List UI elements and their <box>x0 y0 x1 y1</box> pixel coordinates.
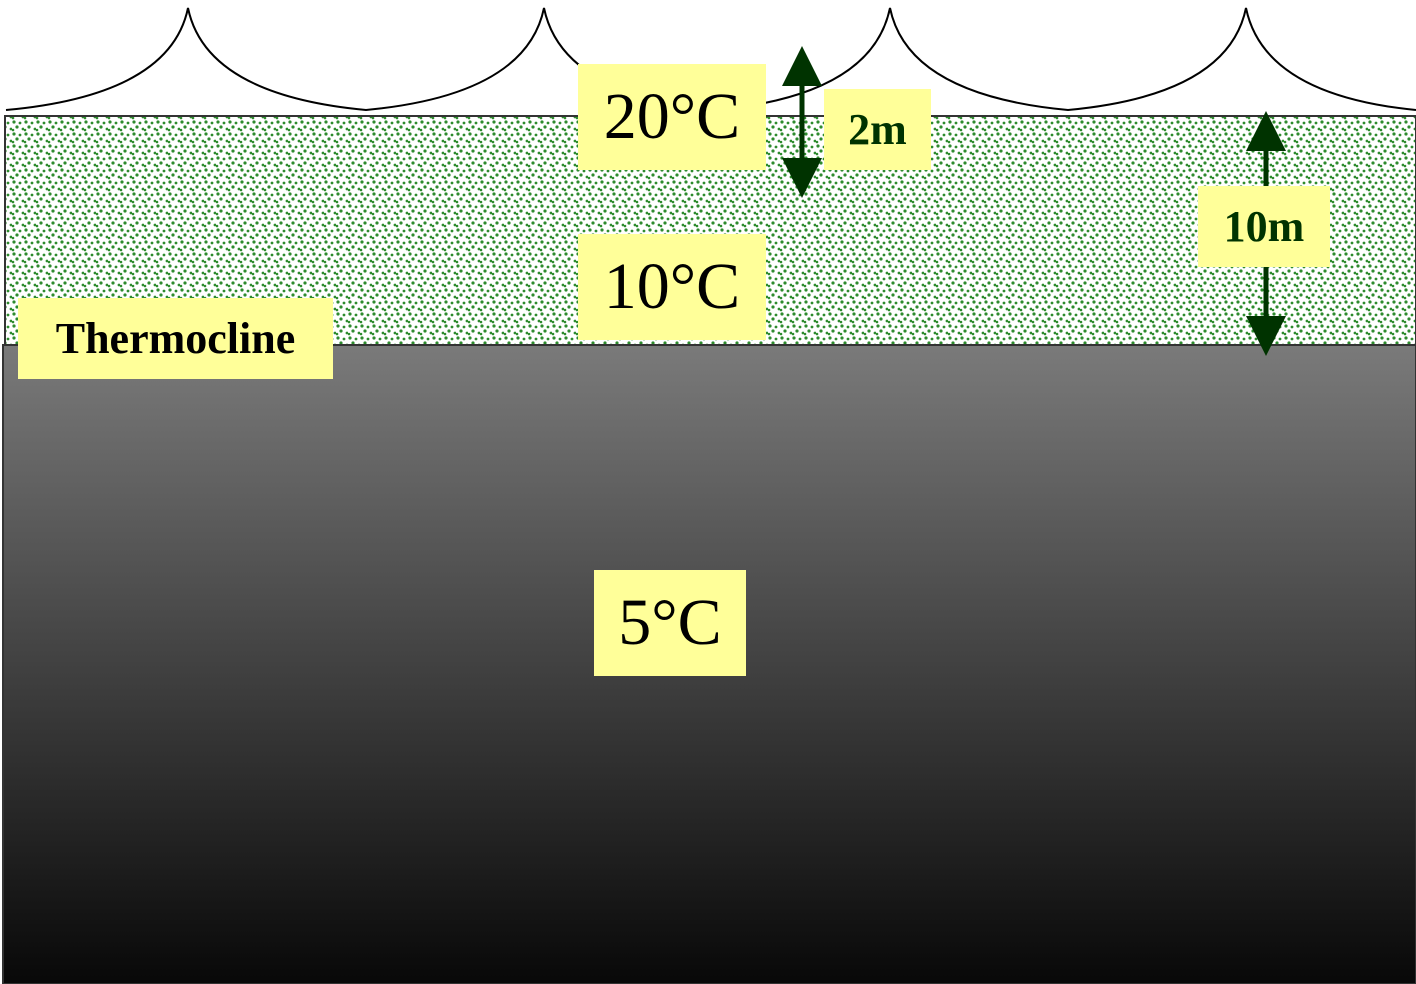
thermocline-label: Thermocline <box>18 298 333 379</box>
deep-temperature-label: 5°C <box>594 570 746 676</box>
depth-label-10m: 10m <box>1198 186 1330 267</box>
surface-temperature-label: 20°C <box>578 64 766 170</box>
depth-label-2m: 2m <box>824 89 931 170</box>
mid-temperature-label: 10°C <box>578 234 766 340</box>
